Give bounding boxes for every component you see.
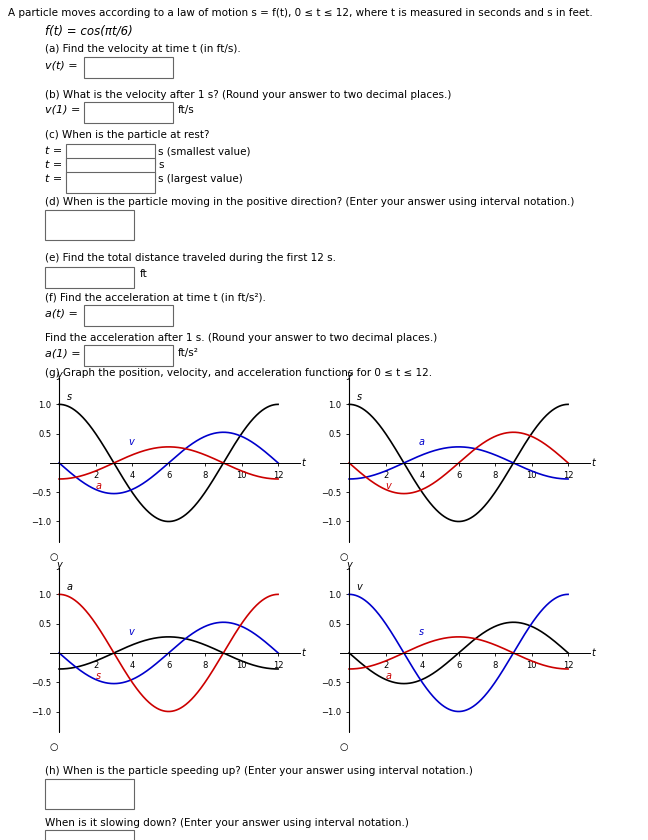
Text: a: a (386, 671, 391, 681)
Text: (g) Graph the position, velocity, and acceleration functions for 0 ≤ t ≤ 12.: (g) Graph the position, velocity, and ac… (45, 368, 432, 378)
Bar (84, 305, 174, 326)
Text: t =: t = (45, 146, 62, 156)
Text: a(t) =: a(t) = (45, 308, 78, 318)
Text: a(1) =: a(1) = (45, 348, 80, 358)
Text: a: a (96, 481, 102, 491)
Text: t: t (302, 648, 306, 658)
Text: v(1) =: v(1) = (45, 105, 80, 115)
Text: s (smallest value): s (smallest value) (158, 146, 251, 156)
Text: f(t) = cos(πt/6): f(t) = cos(πt/6) (45, 24, 133, 37)
Text: y: y (346, 559, 352, 570)
Text: ○: ○ (340, 742, 349, 752)
Bar (84, 102, 174, 123)
Text: (a) Find the velocity at time t (in ft/s).: (a) Find the velocity at time t (in ft/s… (45, 44, 241, 54)
Text: s (largest value): s (largest value) (158, 174, 243, 184)
Text: t =: t = (45, 174, 62, 184)
Text: ○: ○ (50, 552, 58, 562)
Text: t =: t = (45, 160, 62, 170)
Bar (66, 172, 156, 193)
Text: y: y (56, 370, 62, 380)
Text: a: a (67, 582, 73, 592)
Text: s: s (67, 392, 71, 402)
Text: s: s (96, 671, 100, 681)
Text: s: s (419, 627, 424, 637)
Text: v: v (128, 627, 134, 637)
Text: ○: ○ (340, 552, 349, 562)
Text: ft: ft (140, 269, 148, 279)
Text: (c) When is the particle at rest?: (c) When is the particle at rest? (45, 130, 209, 140)
Text: s: s (158, 160, 163, 170)
Text: ft/s²: ft/s² (178, 348, 199, 358)
Text: y: y (346, 370, 352, 380)
Bar (66, 158, 156, 179)
Bar (84, 57, 174, 78)
Text: (b) What is the velocity after 1 s? (Round your answer to two decimal places.): (b) What is the velocity after 1 s? (Rou… (45, 90, 452, 100)
Bar (45, 830, 134, 840)
Text: ○: ○ (50, 742, 58, 752)
Text: t: t (592, 648, 596, 658)
Text: v: v (386, 481, 391, 491)
Bar (66, 144, 156, 165)
Bar (45, 267, 134, 288)
Text: When is it slowing down? (Enter your answer using interval notation.): When is it slowing down? (Enter your ans… (45, 818, 409, 828)
Bar (84, 345, 174, 366)
Text: a: a (419, 437, 424, 447)
Text: t: t (302, 458, 306, 468)
Bar (45, 779, 134, 809)
Text: t: t (592, 458, 596, 468)
Text: (d) When is the particle moving in the positive direction? (Enter your answer us: (d) When is the particle moving in the p… (45, 197, 574, 207)
Text: A particle moves according to a law of motion s = f(t), 0 ≤ t ≤ 12, where t is m: A particle moves according to a law of m… (8, 8, 593, 18)
Text: (f) Find the acceleration at time t (in ft/s²).: (f) Find the acceleration at time t (in … (45, 292, 266, 302)
Text: Find the acceleration after 1 s. (Round your answer to two decimal places.): Find the acceleration after 1 s. (Round … (45, 333, 437, 343)
Text: v: v (356, 582, 362, 592)
Text: ft/s: ft/s (178, 105, 195, 115)
Text: y: y (56, 559, 62, 570)
Text: (h) When is the particle speeding up? (Enter your answer using interval notation: (h) When is the particle speeding up? (E… (45, 766, 473, 776)
Text: v: v (128, 437, 134, 447)
Bar (45, 210, 134, 240)
Text: v(t) =: v(t) = (45, 60, 78, 70)
Text: s: s (356, 392, 362, 402)
Text: (e) Find the total distance traveled during the first 12 s.: (e) Find the total distance traveled dur… (45, 253, 336, 263)
